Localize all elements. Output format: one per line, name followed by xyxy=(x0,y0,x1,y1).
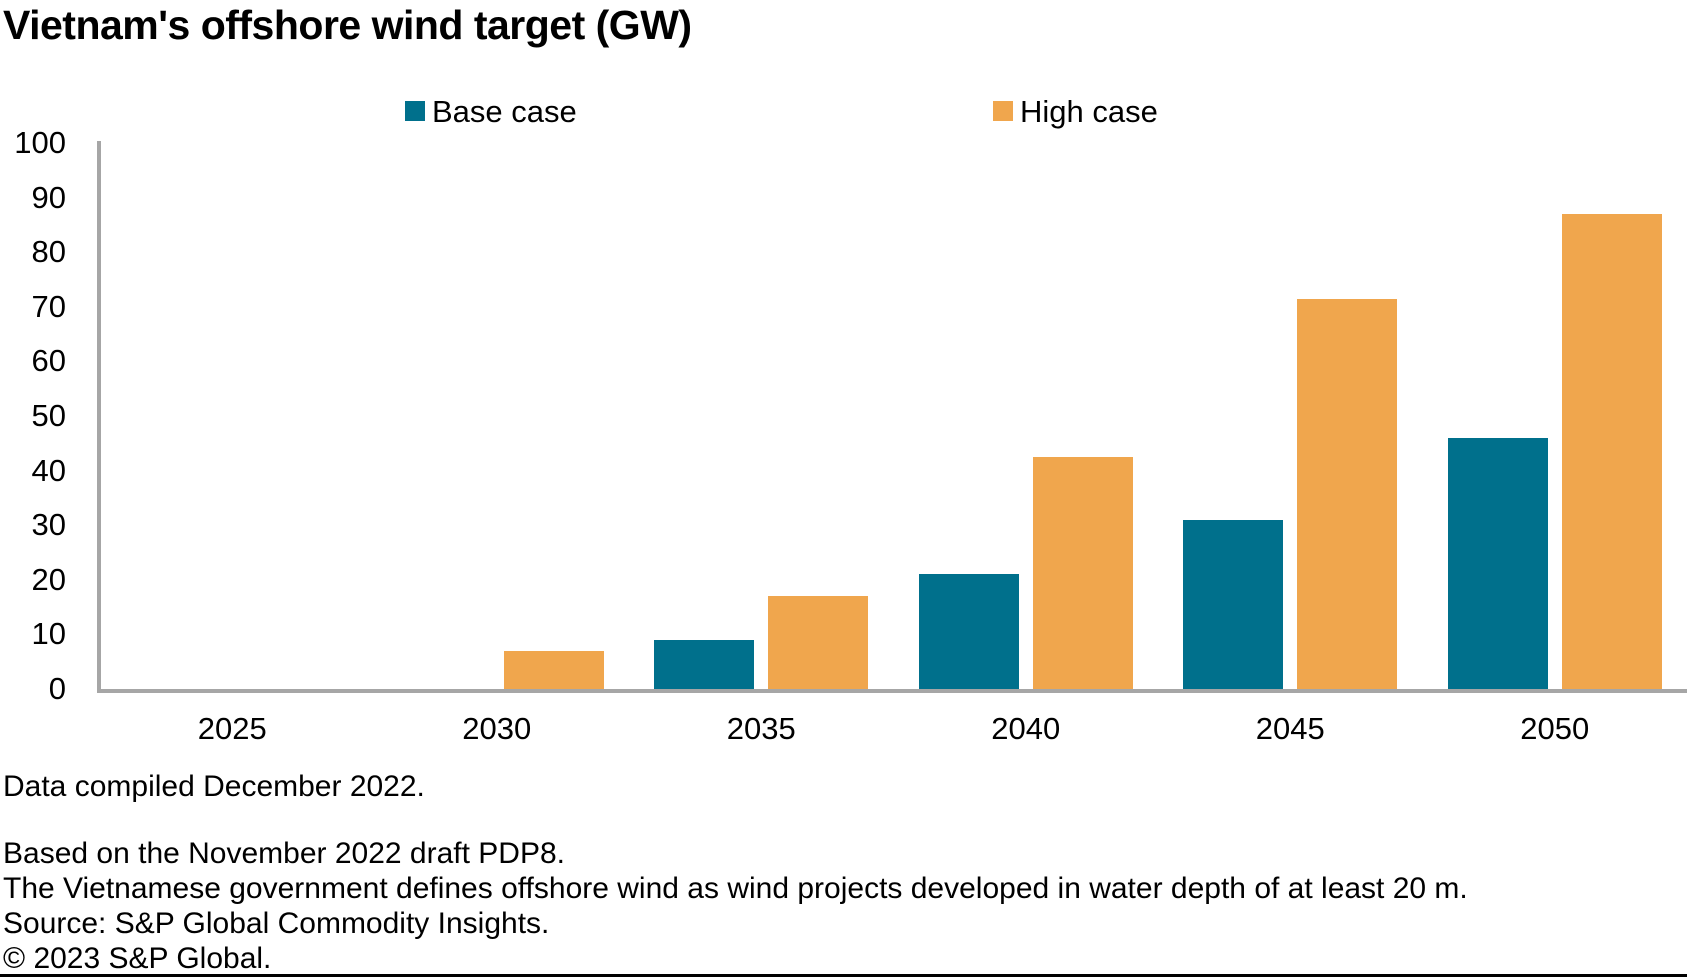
bar-high-case-2045 xyxy=(1297,298,1398,689)
y-axis-label: 60 xyxy=(31,343,66,379)
footnote-line: Source: S&P Global Commodity Insights. xyxy=(3,907,550,940)
bar-group-2025 xyxy=(100,143,365,689)
bar-group-2040 xyxy=(894,143,1159,689)
bar-high-case-2050 xyxy=(1561,213,1662,689)
bar-base-case-2040 xyxy=(918,574,1019,689)
y-axis-label: 30 xyxy=(31,507,66,543)
x-axis-label: 2050 xyxy=(1520,711,1590,746)
legend-item-high-case: High case xyxy=(993,95,1158,127)
legend-label: Base case xyxy=(432,93,577,129)
x-axis-label: 2025 xyxy=(197,711,267,746)
bar-group-2030 xyxy=(365,143,630,689)
bar-high-case-2035 xyxy=(768,596,869,689)
x-axis-label: 2045 xyxy=(1255,711,1325,746)
bar-high-case-2040 xyxy=(1032,456,1133,689)
y-axis-label: 0 xyxy=(48,671,66,706)
y-axis-line xyxy=(97,141,101,689)
y-axis-label: 10 xyxy=(31,616,66,652)
note-data-compiled: Data compiled December 2022. xyxy=(3,770,425,803)
footnotes: Based on the November 2022 draft PDP8. Th… xyxy=(3,836,1468,976)
bar-base-case-2045 xyxy=(1183,519,1284,689)
bar-base-case-2050 xyxy=(1447,437,1548,689)
bar-high-case-2030 xyxy=(503,650,604,689)
y-axis-label: 50 xyxy=(31,398,66,433)
legend-item-base-case: Base case xyxy=(405,95,577,127)
y-axis-label: 80 xyxy=(31,234,66,270)
bar-group-2035 xyxy=(629,143,894,689)
x-axis-label: 2030 xyxy=(462,711,532,746)
bar-group-2050 xyxy=(1423,143,1687,689)
y-axis-label: 70 xyxy=(31,288,66,324)
chart-title: Vietnam's offshore wind target (GW) xyxy=(3,2,692,48)
x-axis-line xyxy=(97,689,1687,693)
y-axis-label: 90 xyxy=(31,179,66,215)
footnote-line: The Vietnamese government defines offsho… xyxy=(3,872,1468,905)
footnote-line: Based on the November 2022 draft PDP8. xyxy=(3,837,566,870)
legend-label: High case xyxy=(1020,93,1158,129)
y-axis-label: 40 xyxy=(31,452,66,488)
legend-swatch-icon xyxy=(405,101,425,121)
bar-base-case-2035 xyxy=(654,639,755,689)
y-axis-label: 100 xyxy=(14,125,66,160)
bottom-divider xyxy=(0,974,1687,977)
footnote-line: © 2023 S&P Global. xyxy=(3,942,272,975)
y-axis-label: 20 xyxy=(31,561,66,597)
bar-group-2045 xyxy=(1158,143,1423,689)
x-axis-label: 2035 xyxy=(726,711,796,746)
x-axis-label: 2040 xyxy=(991,711,1061,746)
legend-swatch-icon xyxy=(993,101,1013,121)
